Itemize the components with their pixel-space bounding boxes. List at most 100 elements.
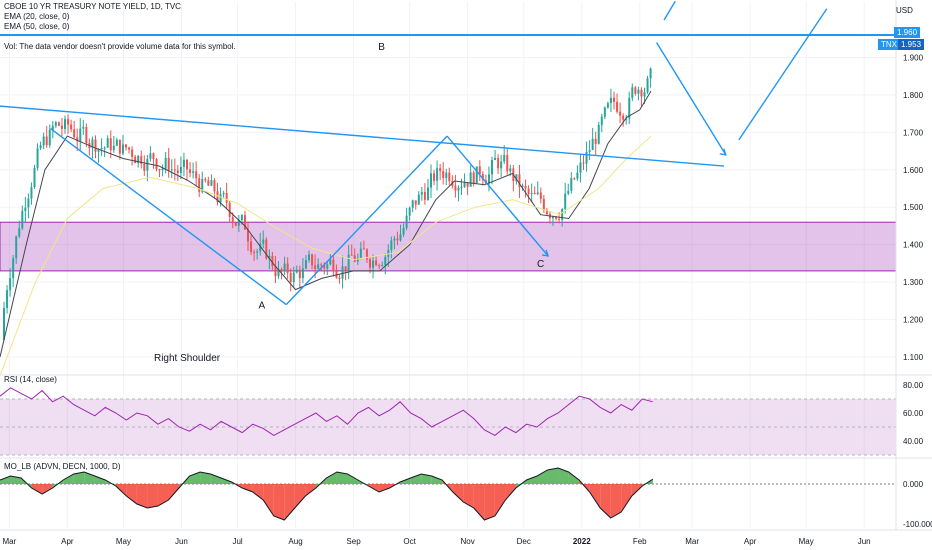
y-tick-label: 1.800 [903, 91, 924, 100]
candle-body [182, 159, 185, 167]
candle-body [481, 174, 484, 181]
candle-body [359, 248, 362, 258]
candle-body [274, 266, 277, 277]
candle-body [533, 192, 536, 194]
grid [0, 2, 896, 528]
candle-body [634, 87, 637, 94]
candle-body [12, 258, 15, 279]
candle-body [521, 185, 524, 187]
candle-body [283, 263, 286, 272]
candle-body [314, 265, 317, 269]
candle-body [250, 241, 253, 253]
candle-body [344, 266, 347, 271]
candle-body [79, 128, 82, 142]
candle-body [640, 89, 643, 97]
x-tick-label: Dec [517, 537, 531, 546]
candle-body [561, 208, 564, 220]
candle-body [259, 243, 262, 252]
candle-body [341, 266, 344, 279]
mo-area-segment [168, 484, 180, 500]
x-tick-label: May [799, 537, 814, 546]
candle-body [609, 97, 612, 104]
candle-body [167, 157, 170, 171]
candle-body [70, 124, 73, 130]
candle-body [9, 278, 12, 291]
candle-body [137, 155, 140, 164]
candle-body [253, 252, 256, 254]
candle-body [475, 166, 478, 184]
candle-body [67, 119, 70, 125]
candle-body [173, 169, 176, 171]
y-tick-label: 1.200 [903, 316, 924, 325]
candle-body [60, 125, 63, 129]
candle-body [317, 264, 320, 269]
x-tick-label: Apr [744, 537, 757, 546]
x-tick-label: Jun [858, 537, 871, 546]
candle-body [375, 260, 378, 266]
annotation-label: C [537, 259, 544, 270]
mo-area-segment [452, 484, 464, 502]
mo-area-segment [431, 476, 443, 484]
candle-body [91, 139, 94, 148]
mo-pane [0, 467, 896, 521]
candle-body [164, 157, 167, 169]
candle-body [326, 264, 329, 269]
currency-label: USD [896, 6, 913, 15]
candle-body [289, 272, 292, 282]
candle-body [298, 269, 301, 279]
candle-body [558, 218, 561, 220]
candle-body [332, 259, 335, 272]
candle-body [97, 149, 100, 152]
mo-area-segment [600, 484, 611, 518]
candle-body [292, 272, 295, 282]
trend-line [663, 0, 676, 21]
candle-body [405, 215, 408, 228]
candle-body [256, 251, 259, 253]
candle-body [54, 122, 57, 126]
y-tick-label: 1.500 [903, 203, 924, 212]
candle-body [646, 78, 649, 93]
candle-body [353, 255, 356, 262]
mo-area-segment [200, 472, 211, 484]
candle-body [323, 265, 326, 269]
candle-body [420, 191, 423, 195]
mo-area-segment [621, 484, 632, 512]
legend-mo: MO_LB (ADVN, DECN, 1000, D) [4, 462, 121, 471]
mo-area-segment [157, 484, 169, 506]
trend-line [0, 105, 724, 167]
candle-body [539, 192, 542, 199]
candle-body [231, 216, 234, 223]
candle-body [73, 129, 76, 138]
candle-body [204, 179, 207, 181]
candle-body [600, 116, 603, 125]
mo-area-segment [252, 484, 264, 500]
candle-body [649, 68, 652, 79]
candle-body [155, 159, 158, 170]
annotation-label: Right Shoulder [154, 353, 221, 364]
candle-body [195, 171, 198, 179]
candle-body [472, 172, 475, 184]
candle-body [500, 161, 503, 169]
x-tick-label: Jun [175, 537, 188, 546]
candle-body [478, 166, 481, 175]
candle-body [94, 139, 97, 152]
mo-area-segment [305, 484, 316, 496]
candle-body [82, 127, 85, 129]
candle-body [240, 215, 243, 221]
candle-body [597, 124, 600, 144]
candle-body [134, 156, 137, 164]
mo-area-segment [558, 468, 569, 484]
candle-body [21, 211, 24, 229]
x-tick-label: Mar [685, 537, 699, 546]
legend-ema20: EMA (20, close, 0) [4, 12, 70, 21]
mo-area-segment [610, 484, 622, 518]
candle-body [45, 136, 48, 146]
candle-body [228, 202, 231, 217]
candle-body [115, 139, 118, 146]
candle-body [436, 168, 439, 181]
rsi-line [0, 387, 653, 436]
candle-body [15, 236, 18, 259]
candle-body [396, 238, 399, 241]
candle-body [527, 188, 530, 194]
